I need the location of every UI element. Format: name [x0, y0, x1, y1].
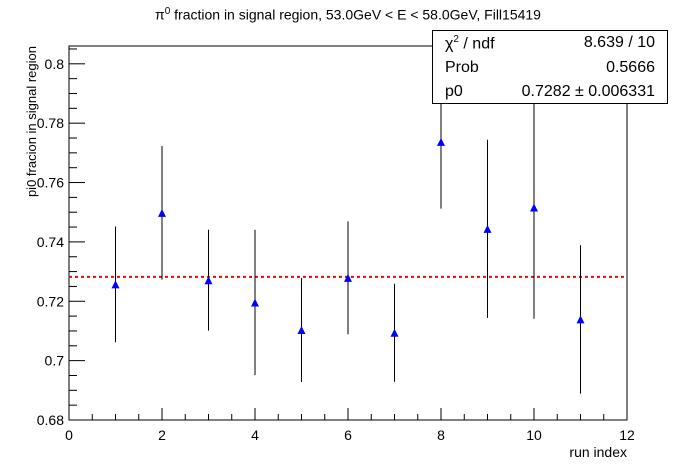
stats-box: χ2 / ndf 8.639 / 10 Prob 0.5666 p0 0.728…	[432, 30, 668, 104]
chart-title: π0 fraction in signal region, 53.0GeV < …	[155, 6, 541, 23]
y-tick-label: 0.72	[37, 293, 64, 309]
data-point	[251, 298, 259, 307]
x-tick-label: 4	[251, 427, 259, 443]
stats-value-prob: 0.5666	[606, 59, 655, 76]
x-tick-label: 12	[619, 427, 635, 443]
data-point	[344, 273, 352, 282]
y-tick-label: 0.76	[37, 175, 64, 191]
y-tick-label: 0.74	[37, 234, 64, 250]
x-tick-label: 10	[526, 427, 542, 443]
x-tick-label: 6	[344, 427, 352, 443]
data-point	[530, 203, 538, 212]
stats-key-prob: Prob	[445, 59, 479, 76]
data-point	[390, 328, 399, 337]
x-axis-label: run index	[569, 444, 627, 460]
stats-row-prob: Prob 0.5666	[433, 56, 667, 80]
x-tick-label: 2	[158, 427, 166, 443]
data-point	[204, 276, 213, 285]
data-point	[483, 224, 492, 233]
stats-key-p0: p0	[445, 83, 463, 100]
y-axis-label: pi0 fracion in signal region	[24, 46, 39, 197]
data-point	[111, 280, 120, 289]
x-tick-label: 8	[437, 427, 445, 443]
data-point	[158, 208, 166, 217]
stats-row-chi2: χ2 / ndf 8.639 / 10	[433, 31, 667, 55]
data-point	[297, 326, 306, 335]
data-point	[437, 137, 445, 146]
stats-key-chi2: χ2 / ndf	[445, 34, 495, 53]
stats-value-chi2: 8.639 / 10	[583, 34, 655, 51]
data-point	[576, 315, 585, 324]
stats-value-p0: 0.7282 ± 0.006331	[521, 83, 655, 100]
y-tick-label: 0.68	[37, 412, 64, 428]
stats-row-p0: p0 0.7282 ± 0.006331	[433, 80, 667, 104]
y-tick-label: 0.8	[45, 56, 65, 72]
x-tick-label: 0	[65, 427, 73, 443]
y-tick-label: 0.78	[37, 115, 64, 131]
y-tick-label: 0.7	[45, 353, 65, 369]
